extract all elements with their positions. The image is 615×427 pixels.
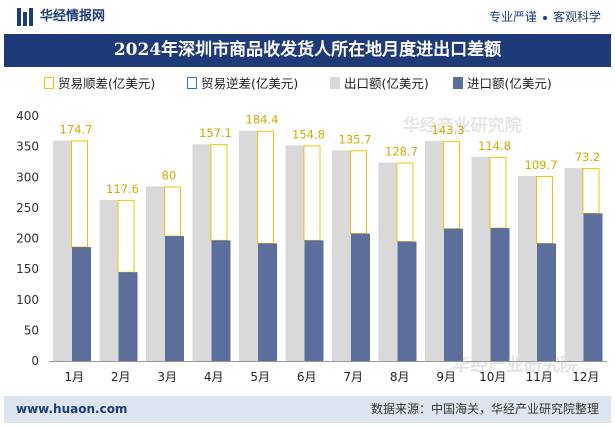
import-bar — [397, 241, 417, 361]
export-bar — [192, 144, 212, 361]
surplus-bar — [210, 144, 228, 241]
import-bar — [258, 243, 277, 361]
tagline-separator-dot — [542, 15, 547, 20]
surplus-bar — [443, 141, 460, 230]
export-bar — [471, 157, 491, 361]
y-tick-label: 200 — [16, 232, 39, 246]
y-tick-label: 300 — [16, 170, 39, 184]
x-tick-label: 3月 — [157, 370, 177, 384]
data-label: 157.1 — [199, 126, 232, 140]
x-tick-label: 9月 — [436, 370, 456, 384]
footer-bar: www.huaon.com 数据来源：中国海关，华经产业研究院整理 — [4, 396, 611, 423]
export-bar — [99, 199, 119, 361]
data-label: 114.8 — [478, 139, 511, 153]
legend-swatch — [453, 77, 463, 89]
y-tick-label: 100 — [16, 293, 39, 307]
y-tick-label: 350 — [16, 140, 39, 154]
x-tick-label: 8月 — [390, 370, 410, 384]
import-bar — [583, 213, 603, 361]
legend-label: 进口额(亿美元) — [467, 76, 552, 91]
data-label: 128.7 — [385, 145, 418, 159]
logo-icon — [17, 8, 33, 26]
import-bar — [211, 240, 231, 361]
data-label: 174.7 — [60, 123, 93, 137]
y-tick-label: 0 — [31, 354, 39, 368]
surplus-bar — [396, 162, 414, 243]
x-tick-label: 6月 — [297, 370, 317, 384]
export-bar — [285, 145, 305, 361]
import-bar — [72, 247, 91, 361]
data-label: 184.4 — [246, 113, 279, 127]
legend-swatch — [330, 77, 340, 89]
export-bar — [564, 168, 584, 361]
legend-label: 贸易顺差(亿美元) — [58, 76, 155, 91]
x-tick-label: 4月 — [204, 370, 224, 384]
export-bar — [239, 130, 258, 361]
export-bar — [518, 176, 537, 361]
x-tick-label: 11月 — [526, 370, 553, 384]
surplus-bar — [164, 186, 181, 237]
surplus-bar — [489, 157, 507, 229]
data-label: 80 — [162, 168, 177, 182]
y-tick-label: 50 — [24, 323, 39, 337]
y-tick-label: 150 — [16, 262, 39, 276]
data-label: 135.7 — [339, 132, 372, 146]
surplus-bar — [350, 150, 367, 235]
watermark-text-1: 华经产业研究院 — [403, 115, 522, 136]
surplus-bar — [257, 130, 274, 244]
export-bar — [332, 150, 351, 361]
export-bar — [425, 141, 444, 361]
legend-swatch — [44, 77, 54, 89]
import-bar — [351, 233, 370, 361]
import-bar — [537, 243, 556, 361]
data-label: 109.7 — [525, 158, 558, 172]
x-tick-label: 1月 — [64, 370, 84, 384]
surplus-bar — [71, 140, 88, 248]
surplus-bar — [303, 145, 321, 241]
data-label: 154.8 — [292, 127, 325, 141]
top-bar: 华经情报网 专业严谨 客观科学 — [0, 0, 615, 34]
legend-label: 出口额(亿美元) — [344, 76, 429, 91]
y-tick-label: 400 — [16, 109, 39, 123]
data-label: 73.2 — [575, 150, 601, 164]
export-bar — [378, 162, 398, 361]
legend-swatch — [187, 77, 197, 89]
footer-url[interactable]: www.huaon.com — [16, 402, 128, 416]
import-bar — [444, 228, 463, 361]
tagline: 专业严谨 客观科学 — [489, 9, 601, 25]
x-tick-label: 12月 — [572, 370, 599, 384]
title-bar: 2024年深圳市商品收发货人所在地月度进出口差额 — [4, 34, 611, 67]
surplus-bar — [117, 199, 135, 273]
data-label: 143.3 — [432, 123, 465, 137]
legend-label: 贸易逆差(亿美元) — [201, 76, 298, 91]
data-label: 117.6 — [106, 182, 139, 196]
x-tick-label: 2月 — [111, 370, 131, 384]
x-tick-label: 7月 — [343, 370, 363, 384]
x-tick-label: 5月 — [250, 370, 270, 384]
x-tick-label: 10月 — [479, 370, 506, 384]
import-bar — [490, 228, 510, 361]
import-bar — [304, 240, 324, 361]
tagline-objective: 客观科学 — [552, 10, 601, 24]
export-bar — [53, 140, 72, 361]
surplus-bar — [582, 168, 600, 214]
import-bar — [118, 272, 138, 361]
import-bar — [165, 236, 184, 361]
export-bar — [146, 186, 165, 361]
site-name: 华经情报网 — [40, 9, 106, 24]
tagline-professional: 专业严谨 — [488, 10, 537, 24]
watermark-text-2: 华经产业研究院 — [452, 354, 578, 376]
footer-source: 数据来源：中国海关，华经产业研究院整理 — [370, 402, 599, 416]
surplus-bar — [536, 176, 553, 244]
y-tick-label: 250 — [16, 201, 39, 215]
chart-title: 2024年深圳市商品收发货人所在地月度进出口差额 — [113, 40, 502, 60]
